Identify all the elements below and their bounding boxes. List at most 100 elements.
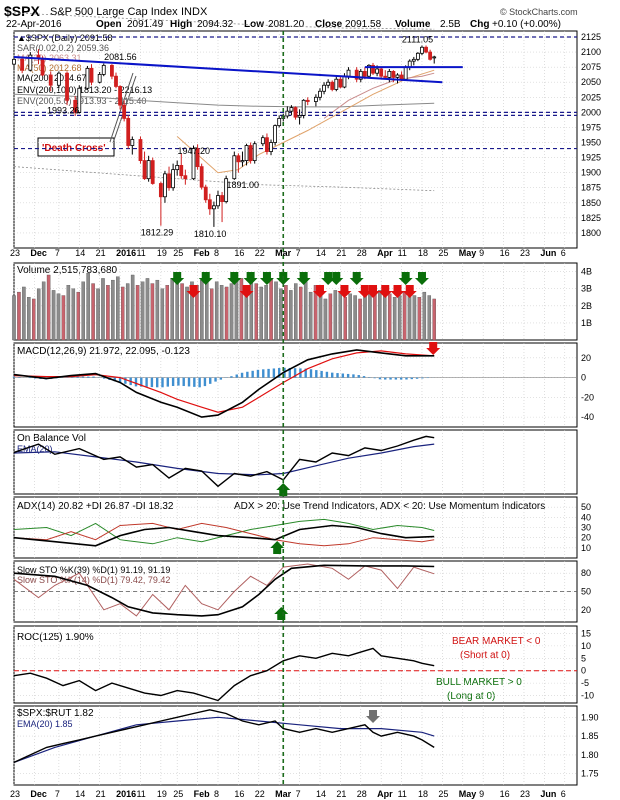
pane-frame [13, 429, 578, 495]
x-tick-label: Mar [275, 248, 292, 258]
candle-body [199, 166, 204, 188]
macd-histogram-bar [304, 368, 307, 378]
x-tick-label: 23 [10, 789, 20, 799]
macd-histogram-bar [113, 377, 116, 382]
y-tick-label: 1800 [581, 228, 601, 238]
arrow-marker [426, 342, 441, 355]
volume-bar [402, 291, 407, 341]
volume-bar [185, 286, 189, 341]
volume-bar [318, 295, 323, 341]
volume-bar [81, 281, 85, 341]
macd-histogram-bar [92, 376, 95, 378]
candle-body [424, 46, 428, 53]
chg-value: +0.10 (+0.00%) [492, 19, 561, 30]
volume-bar [200, 279, 204, 341]
candle-body [375, 68, 379, 74]
arrow-marker [349, 272, 364, 285]
candle-body [163, 173, 167, 198]
macd-histogram-bar [124, 377, 127, 384]
macd-histogram-bar [410, 377, 413, 380]
x-tick-label: 19 [157, 248, 167, 258]
macd-histogram-bar [373, 377, 376, 379]
arrow-marker [243, 272, 258, 285]
x-tick-label: Dec [30, 789, 47, 799]
x-tick-label: 21 [96, 789, 106, 799]
arrow-marker [239, 285, 254, 298]
volume-bar [214, 281, 219, 341]
y-tick-label: 10 [581, 641, 591, 651]
y-tick-label: 2050 [581, 77, 601, 87]
x-tick-label: 21 [96, 248, 106, 258]
exchange-label: INDX [181, 6, 208, 18]
macd-histogram-bar [182, 377, 185, 387]
macd-histogram-bar [145, 377, 148, 387]
obv-ema-title: EMA(20) [17, 444, 53, 454]
candle-body [212, 205, 216, 210]
x-tick-label: 16 [234, 248, 244, 258]
candle-body [191, 148, 196, 180]
volume-value: 2.5B [440, 19, 461, 30]
x-tick-label: 28 [357, 789, 367, 799]
y-tick-label: 30 [581, 523, 591, 533]
volume-bar [209, 288, 214, 341]
y-tick-label: -20 [581, 392, 594, 402]
candle-body [338, 78, 343, 88]
candle-body [322, 84, 326, 92]
y-tick-label: 1875 [581, 183, 601, 193]
y-tick-label: 0 [581, 666, 586, 676]
x-tick-label: Jun [540, 248, 556, 258]
y-tick-label: 1.80 [581, 750, 599, 760]
volume-bar [96, 288, 100, 341]
ma50-line [176, 69, 435, 174]
y-tick-label: 50 [581, 502, 591, 512]
macd-histogram-bar [277, 368, 281, 378]
candle-body [379, 68, 384, 77]
close-label: Close [315, 19, 343, 30]
volume-bar [160, 288, 165, 341]
macd-histogram-bar [235, 374, 238, 378]
arrow-marker [312, 285, 327, 298]
macd-histogram-bar [171, 377, 175, 386]
macd-histogram-bar [357, 375, 360, 378]
death-cross-pointer [109, 72, 134, 143]
candle-body [387, 70, 392, 78]
macd-histogram-bar [320, 370, 323, 378]
y-tick-label: 1850 [581, 198, 601, 208]
volume-bar [205, 278, 209, 341]
y-tick-label: 3B [581, 284, 592, 294]
volume-bar [140, 281, 145, 341]
volume-label: Volume [395, 19, 431, 30]
candle-body [285, 110, 290, 117]
candle-body [297, 114, 302, 118]
x-tick-label: 16 [500, 789, 510, 799]
high-value: 2094.32 [197, 19, 234, 30]
y-tick-label: 20 [581, 353, 591, 363]
adx-annotation: ADX > 20: Use Trend Indicators, ADX < 20… [234, 501, 545, 512]
candle-body [203, 186, 208, 201]
macd-histogram-bar [177, 377, 180, 386]
macd-histogram-bar [378, 377, 382, 380]
volume-bar [383, 295, 387, 341]
volume-bar [234, 279, 239, 341]
y-tick-label: 1.85 [581, 731, 599, 741]
x-tick-label: 16 [234, 789, 244, 799]
candle-body [293, 107, 298, 118]
pane-frame [13, 625, 578, 704]
volume-bar [289, 290, 293, 341]
low-value: 2081.20 [268, 19, 305, 30]
macd-title: MACD(12,26,9) 21.972, 22.095, -0.123 [17, 346, 190, 357]
volume-bar [368, 291, 372, 341]
volume-bar [298, 286, 303, 341]
y-tick-label: 2125 [581, 32, 601, 42]
volume-bar [407, 293, 412, 341]
candle-body [171, 169, 176, 189]
x-tick-label: 22 [255, 248, 265, 258]
trend-line [13, 56, 443, 84]
price-legend-item: SAR(0.02,0.2) 2059.36 [17, 43, 109, 53]
volume-bar [308, 291, 313, 341]
macd-histogram-bar [87, 376, 90, 378]
volume-bar [274, 281, 278, 341]
macd-histogram-bar [81, 376, 85, 378]
y-tick-label: 20 [581, 533, 591, 543]
